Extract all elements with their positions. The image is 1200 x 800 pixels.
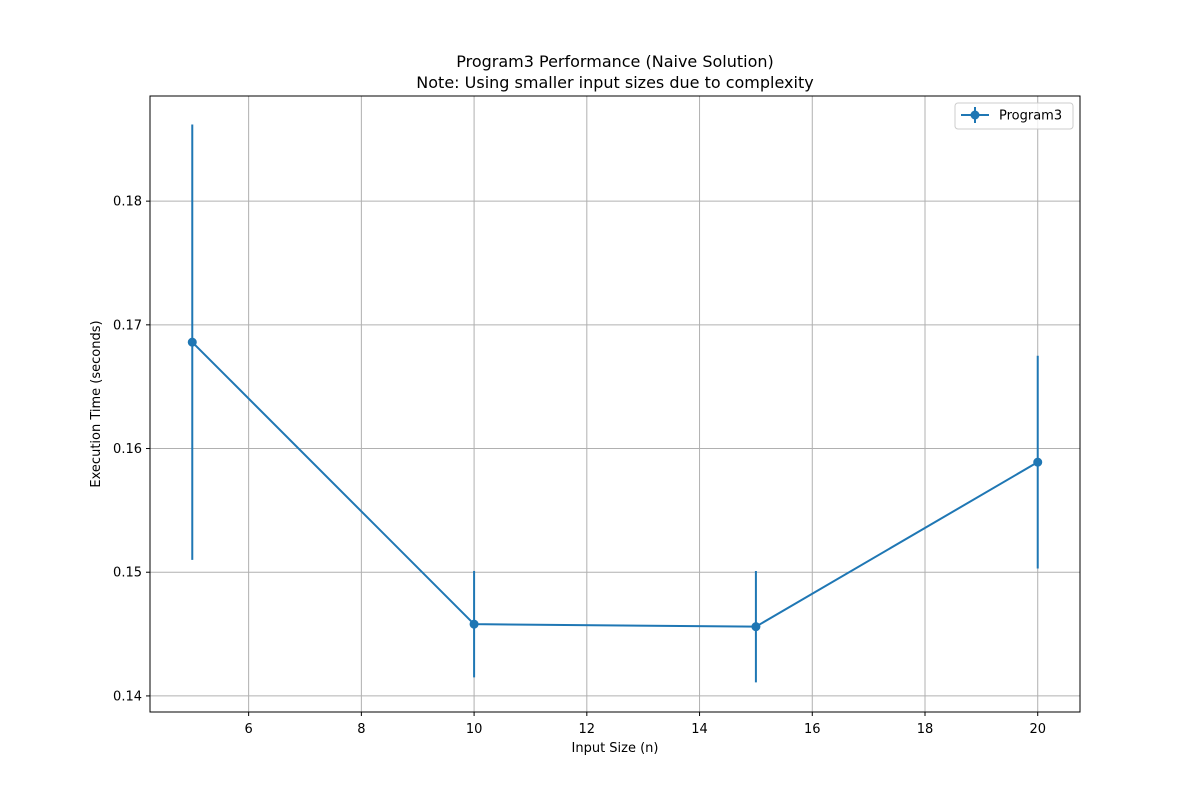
x-axis-ticks: 6 8 10 12 14 16 18 20: [244, 712, 1046, 737]
chart-title: Program3 Performance (Naive Solution): [456, 52, 774, 71]
grid-layer: [150, 96, 1080, 712]
y-tick-label: 0.17: [113, 318, 142, 333]
x-tick-label: 6: [244, 722, 252, 737]
series-layer: [187, 124, 1043, 683]
x-tick-label: 20: [1029, 722, 1046, 737]
y-tick-label: 0.15: [113, 566, 142, 581]
y-tick-label: 0.18: [113, 195, 142, 210]
x-tick-label: 18: [917, 722, 934, 737]
legend-label: Program3: [999, 109, 1062, 124]
x-tick-label: 12: [579, 722, 596, 737]
x-tick-label: 16: [804, 722, 821, 737]
data-point: [469, 619, 479, 629]
data-point: [187, 337, 197, 347]
legend: Program3: [954, 102, 1074, 130]
y-axis-ticks: 0.14 0.15 0.16 0.17 0.18: [113, 195, 150, 704]
x-tick-label: 8: [357, 722, 365, 737]
plot-frame: [149, 95, 1081, 713]
plot-area: [150, 96, 1080, 712]
data-point: [751, 622, 761, 632]
legend-marker-icon: [970, 110, 980, 120]
legend-box: [954, 102, 1074, 130]
y-tick-label: 0.16: [113, 442, 142, 457]
series-line: [191, 341, 1039, 628]
x-tick-label: 10: [466, 722, 483, 737]
chart-subtitle: Note: Using smaller input sizes due to c…: [416, 73, 813, 92]
y-axis-label: Execution Time (seconds): [89, 320, 104, 487]
x-tick-label: 14: [691, 722, 708, 737]
x-axis-label: Input Size (n): [572, 741, 659, 756]
y-tick-label: 0.14: [113, 689, 142, 704]
data-point: [1033, 457, 1043, 467]
